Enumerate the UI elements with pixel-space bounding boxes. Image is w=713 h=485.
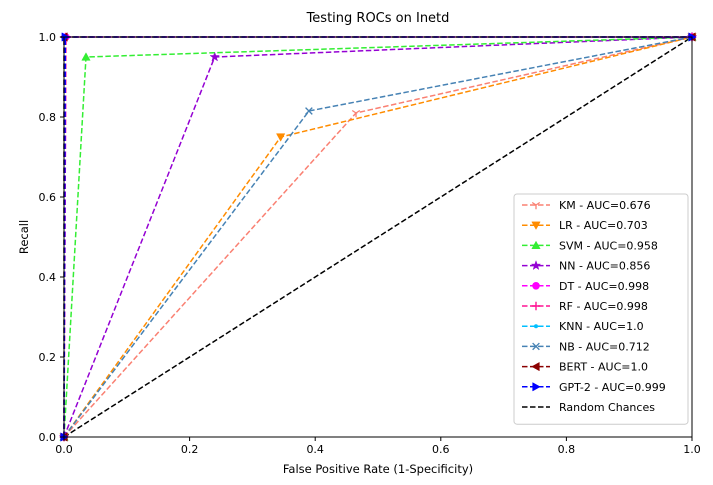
data-point-marker (305, 107, 313, 115)
legend-marker (530, 260, 542, 271)
legend-marker (531, 361, 540, 372)
legend-item: LR - AUC=0.703 (522, 219, 648, 232)
legend-label: SVM - AUC=0.958 (559, 239, 658, 252)
legend-item: KM - AUC=0.676 (522, 199, 651, 212)
x-tick-label: 0.0 (55, 443, 73, 456)
legend-marker (532, 282, 540, 290)
plot-frame (63, 36, 693, 438)
y-tick-label: 0.4 (39, 271, 57, 284)
y-tick-label: 0.2 (39, 351, 57, 364)
legend-label: GPT-2 - AUC=0.999 (559, 381, 666, 394)
legend-label: Random Chances (559, 401, 655, 414)
data-point-marker (81, 52, 91, 61)
legend-item: DT - AUC=0.998 (522, 280, 649, 293)
legend-label: KM - AUC=0.676 (559, 199, 651, 212)
legend-item: Random Chances (522, 401, 655, 414)
y-tick-label: 0.8 (39, 111, 57, 124)
series-line (63, 36, 693, 438)
y-tick-label: 0.6 (39, 191, 57, 204)
legend-item: GPT-2 - AUC=0.999 (522, 381, 666, 394)
x-tick-label: 0.2 (181, 443, 199, 456)
y-axis-label: Recall (17, 220, 31, 254)
legend-item: BERT - AUC=1.0 (522, 361, 648, 374)
x-tick-label: 0.6 (432, 443, 450, 456)
legend-marker (534, 324, 538, 329)
y-axis: 0.0 0.2 0.4 0.6 0.8 1.0 (39, 31, 64, 444)
y-tick-label: 0.0 (39, 431, 57, 444)
legend-item: SVM - AUC=0.958 (522, 239, 658, 252)
chart-title: Testing ROCs on Inetd (306, 11, 450, 26)
legend-item: NB - AUC=0.712 (522, 340, 650, 353)
legend-label: NB - AUC=0.712 (559, 340, 650, 353)
x-axis: 0.0 0.2 0.4 0.6 0.8 1.0 (55, 437, 701, 456)
legend-label: RF - AUC=0.998 (559, 300, 648, 313)
legend-marker (531, 301, 541, 311)
x-axis-label: False Positive Rate (1-Specificity) (283, 462, 473, 476)
legend-label: BERT - AUC=1.0 (559, 361, 648, 374)
legend-marker (531, 201, 541, 210)
legend-marker (532, 382, 541, 392)
legend-label: NN - AUC=0.856 (559, 260, 650, 273)
data-point-marker (276, 133, 286, 142)
legend-item: RF - AUC=0.998 (522, 300, 648, 313)
x-tick-label: 1.0 (683, 443, 701, 456)
series-line (63, 36, 693, 438)
legend-label: KNN - AUC=1.0 (559, 320, 644, 333)
legend-marker (532, 342, 540, 351)
legend-label: DT - AUC=0.998 (559, 280, 649, 293)
legend-label: LR - AUC=0.703 (559, 219, 648, 232)
x-tick-label: 0.4 (306, 443, 324, 456)
data-point-marker (351, 109, 361, 118)
legend-marker (531, 240, 541, 250)
data-point-marker (209, 51, 221, 62)
legend-box (513, 193, 689, 425)
x-tick-label: 0.8 (558, 443, 576, 456)
legend: KM - AUC=0.676 LR - AUC=0.703 SVM - AUC=0.… (513, 193, 689, 425)
legend-marker (531, 221, 541, 230)
legend-item: NN - AUC=0.856 (522, 260, 650, 273)
y-tick-label: 1.0 (39, 31, 57, 44)
legend-item: KNN - AUC=1.0 (522, 320, 644, 333)
